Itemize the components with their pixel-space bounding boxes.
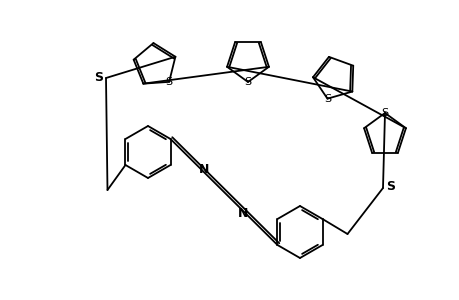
- Text: S: S: [94, 70, 103, 83]
- Text: S: S: [165, 77, 172, 87]
- Text: S: S: [323, 94, 330, 104]
- Text: S: S: [381, 108, 388, 118]
- Text: S: S: [244, 77, 251, 87]
- Text: N: N: [237, 207, 248, 220]
- Text: S: S: [386, 179, 395, 193]
- Text: N: N: [198, 163, 209, 176]
